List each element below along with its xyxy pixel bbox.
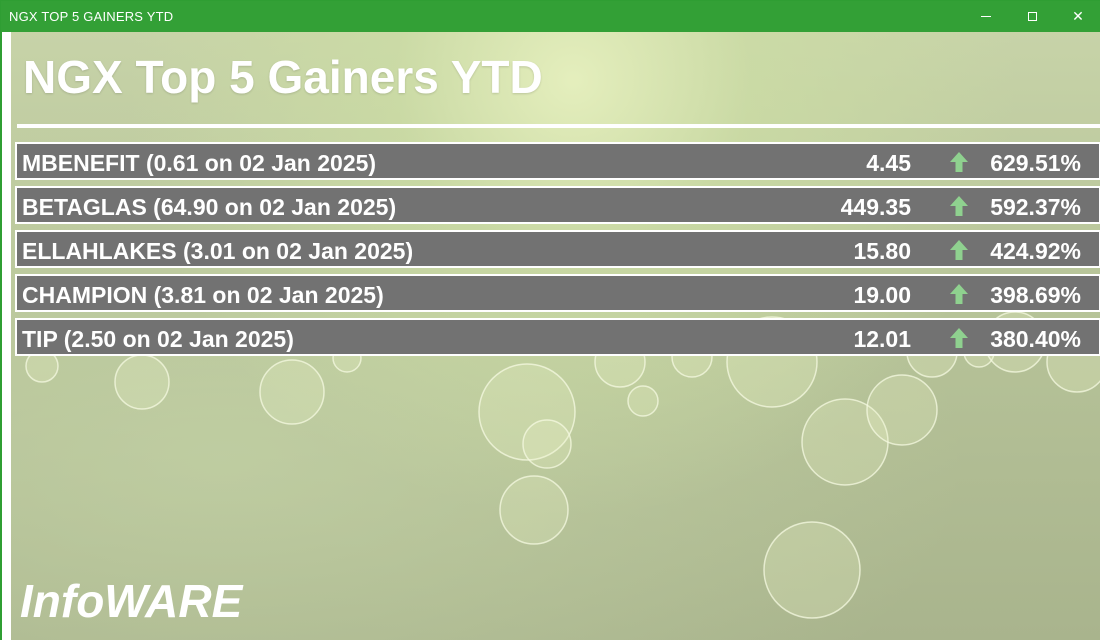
title-bar[interactable]: NGX TOP 5 GAINERS YTD ✕ — [1, 1, 1100, 32]
gainer-row[interactable]: CHAMPION (3.81 on 02 Jan 2025) 19.00 398… — [15, 274, 1100, 312]
arrow-up-icon — [950, 196, 968, 216]
gainer-label: MBENEFIT (0.61 on 02 Jan 2025) — [22, 150, 377, 176]
gainer-price: 19.00 — [853, 282, 911, 308]
gainer-row[interactable]: MBENEFIT (0.61 on 02 Jan 2025) 4.45 629.… — [15, 142, 1100, 180]
arrow-up-icon — [950, 152, 968, 172]
gainer-row[interactable]: TIP (2.50 on 02 Jan 2025) 12.01 380.40% — [15, 318, 1100, 356]
maximize-icon — [1027, 12, 1037, 21]
gainers-list: MBENEFIT (0.61 on 02 Jan 2025) 4.45 629.… — [15, 142, 1100, 362]
gainer-label: TIP (2.50 on 02 Jan 2025) — [22, 326, 294, 352]
left-accent-bar — [2, 32, 11, 640]
gainer-label: ELLAHLAKES (3.01 on 02 Jan 2025) — [22, 238, 414, 264]
minimize-icon — [981, 16, 991, 17]
gainer-price: 4.45 — [866, 150, 911, 176]
gainer-price: 12.01 — [853, 326, 911, 352]
dashboard-area: NGX Top 5 Gainers YTD MBENEFIT (0.61 on … — [2, 32, 1100, 640]
page-title: NGX Top 5 Gainers YTD — [23, 51, 543, 103]
brand-logo: InfoWARE — [20, 575, 243, 627]
gainer-change: 424.92% — [990, 238, 1081, 264]
close-icon: ✕ — [1072, 8, 1084, 24]
arrow-up-icon — [950, 328, 968, 348]
gainer-change: 380.40% — [990, 326, 1081, 352]
gainer-row[interactable]: BETAGLAS (64.90 on 02 Jan 2025) 449.35 5… — [15, 186, 1100, 224]
gainer-change: 592.37% — [990, 194, 1081, 220]
title-divider — [17, 124, 1100, 128]
arrow-up-icon — [950, 284, 968, 304]
maximize-button[interactable] — [1009, 1, 1055, 32]
gainer-row[interactable]: ELLAHLAKES (3.01 on 02 Jan 2025) 15.80 4… — [15, 230, 1100, 268]
arrow-up-icon — [950, 240, 968, 260]
close-button[interactable]: ✕ — [1055, 1, 1100, 32]
gainer-label: BETAGLAS (64.90 on 02 Jan 2025) — [22, 194, 397, 220]
gainer-change: 398.69% — [990, 282, 1081, 308]
window-title: NGX TOP 5 GAINERS YTD — [9, 9, 174, 24]
gainer-label: CHAMPION (3.81 on 02 Jan 2025) — [22, 282, 384, 308]
gainer-price: 15.80 — [853, 238, 911, 264]
gainer-change: 629.51% — [990, 150, 1081, 176]
gainer-price: 449.35 — [840, 194, 911, 220]
minimize-button[interactable] — [963, 1, 1009, 32]
